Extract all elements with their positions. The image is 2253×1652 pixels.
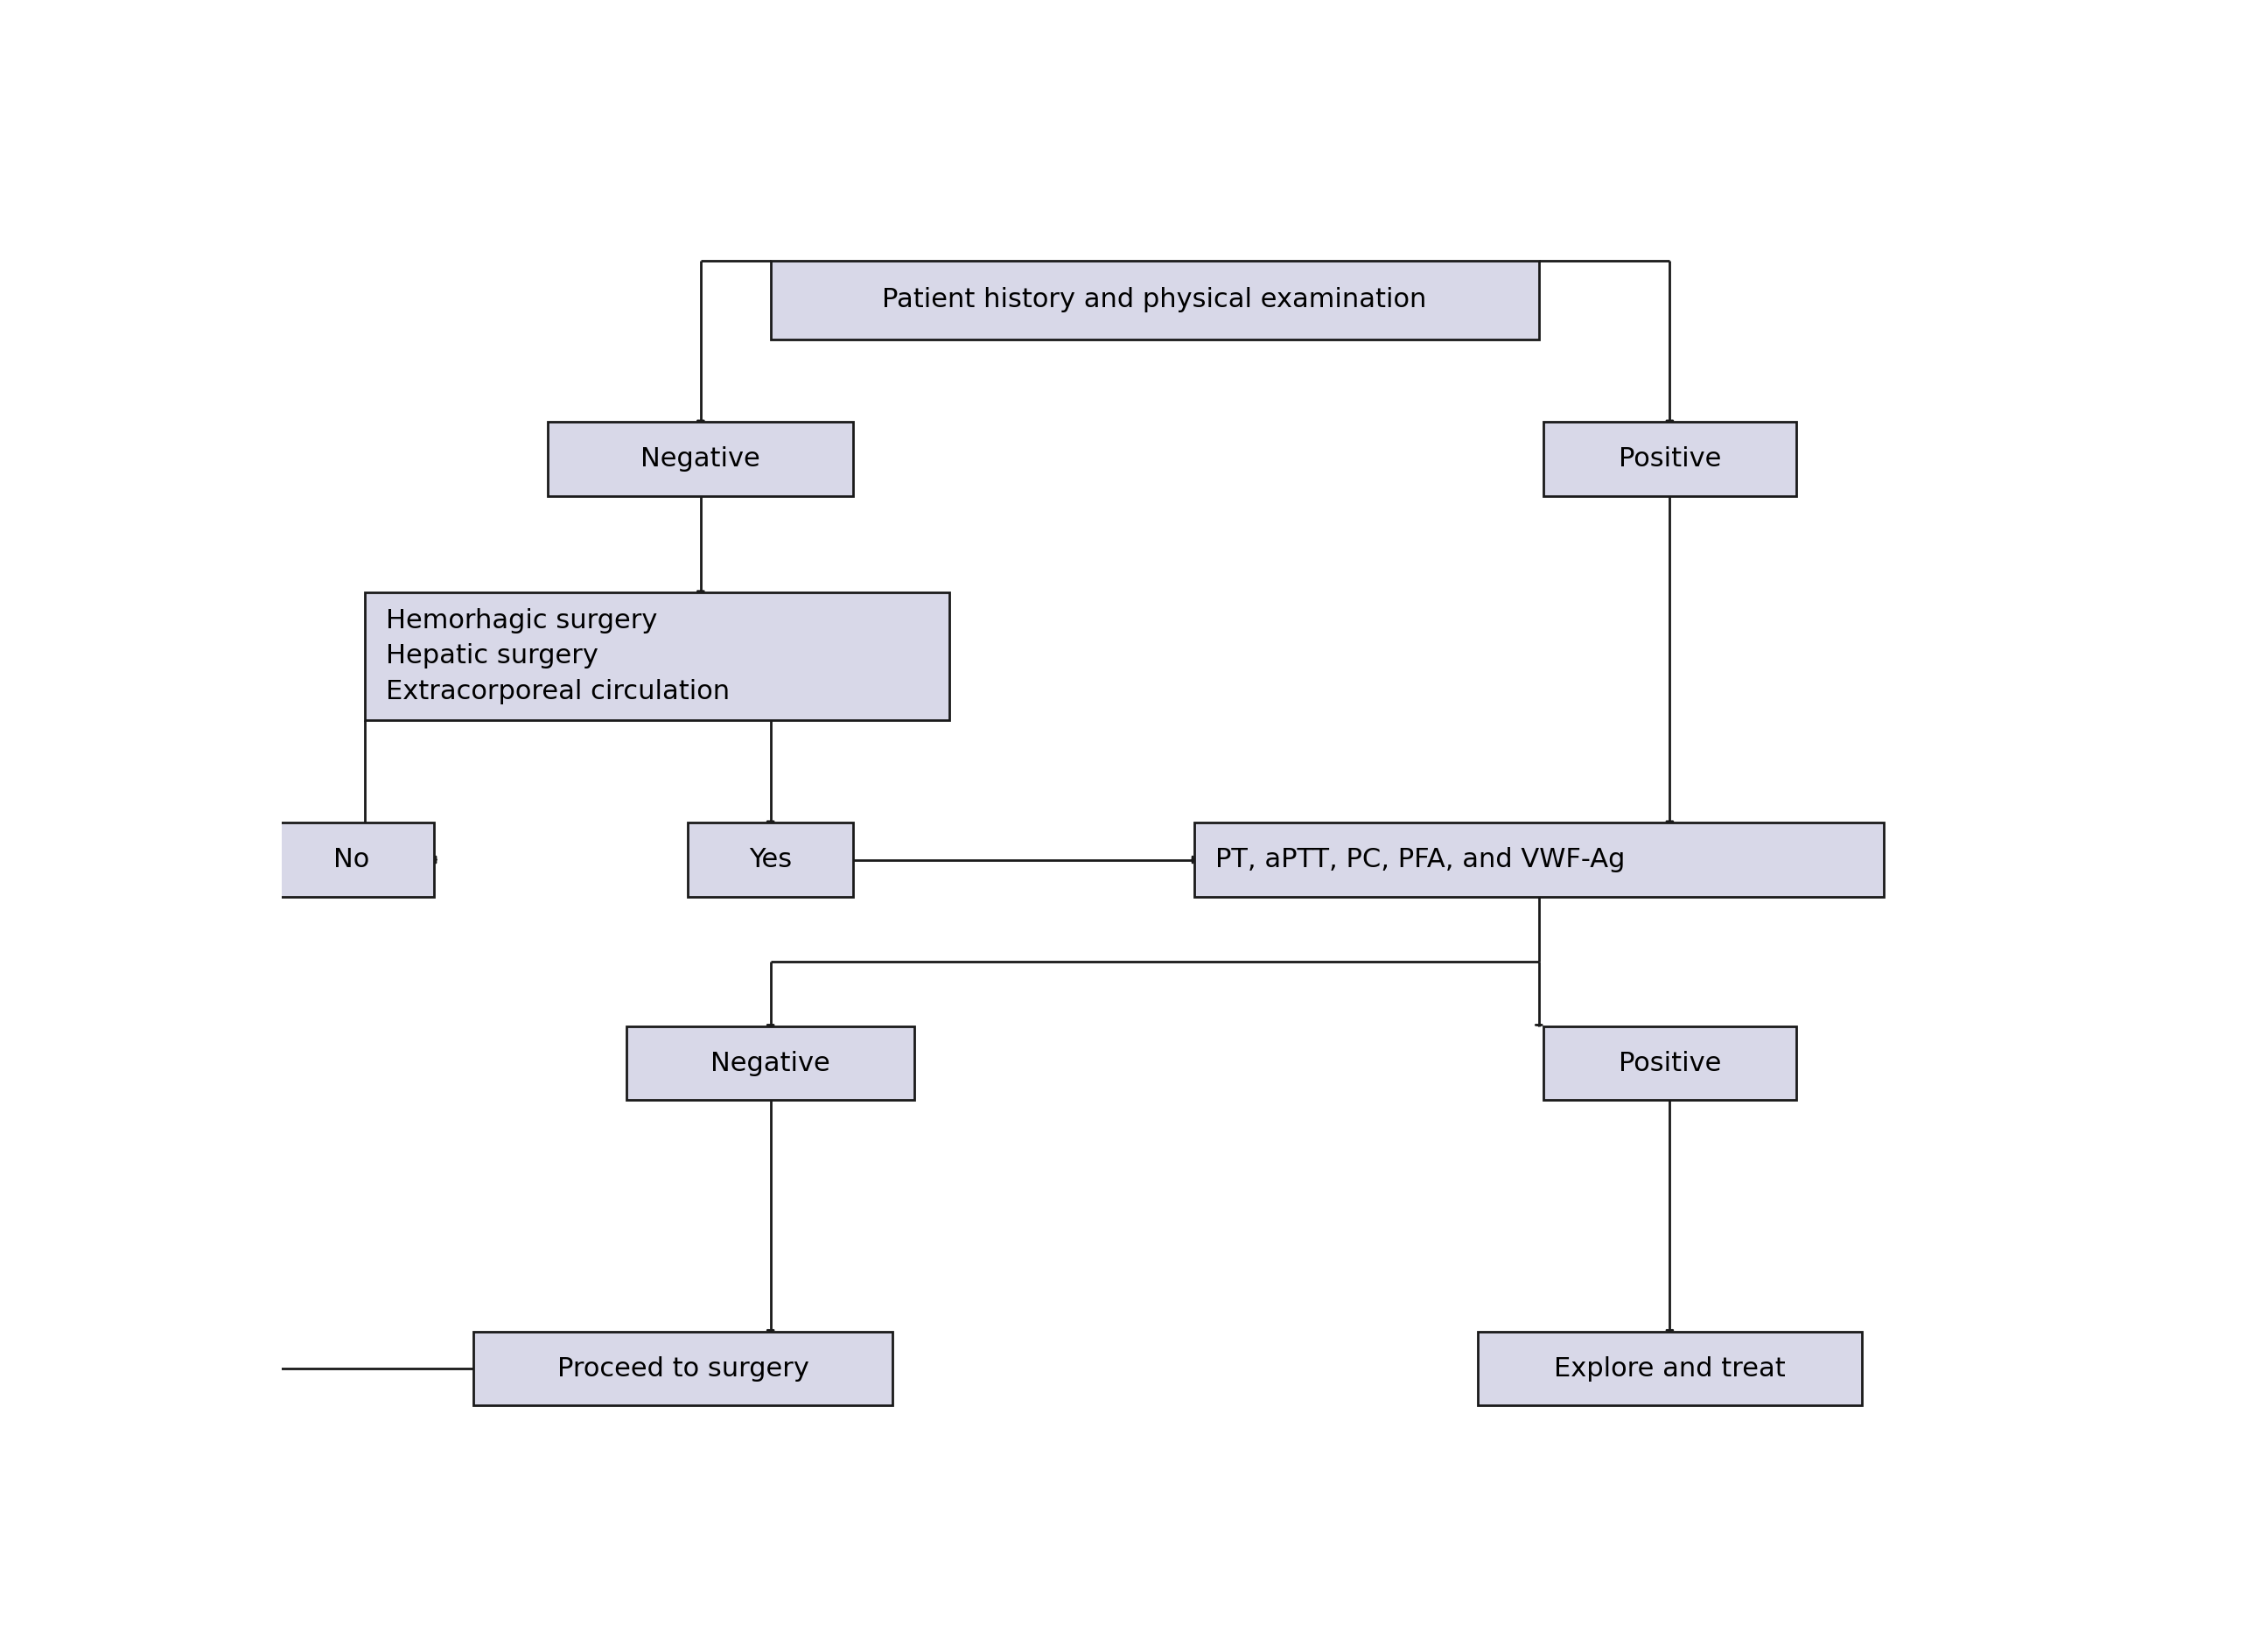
FancyBboxPatch shape xyxy=(1543,1026,1796,1100)
FancyBboxPatch shape xyxy=(473,1332,892,1406)
Text: Hemorhagic surgery
Hepatic surgery
Extracorporeal circulation: Hemorhagic surgery Hepatic surgery Extra… xyxy=(385,608,730,704)
FancyBboxPatch shape xyxy=(1543,423,1796,496)
FancyBboxPatch shape xyxy=(547,423,854,496)
Text: Negative: Negative xyxy=(640,446,762,472)
FancyBboxPatch shape xyxy=(1478,1332,1861,1406)
Text: No: No xyxy=(333,847,369,872)
Text: PT, aPTT, PC, PFA, and VWF-Ag: PT, aPTT, PC, PFA, and VWF-Ag xyxy=(1214,847,1624,872)
FancyBboxPatch shape xyxy=(365,593,949,720)
FancyBboxPatch shape xyxy=(626,1026,915,1100)
Text: Patient history and physical examination: Patient history and physical examination xyxy=(883,287,1426,312)
Text: Explore and treat: Explore and treat xyxy=(1555,1356,1787,1381)
FancyBboxPatch shape xyxy=(1194,823,1884,897)
Text: Negative: Negative xyxy=(710,1051,831,1075)
FancyBboxPatch shape xyxy=(771,261,1539,339)
Text: Positive: Positive xyxy=(1618,1051,1721,1075)
FancyBboxPatch shape xyxy=(687,823,854,897)
Text: Proceed to surgery: Proceed to surgery xyxy=(556,1356,809,1381)
Text: Positive: Positive xyxy=(1618,446,1721,472)
FancyBboxPatch shape xyxy=(268,823,435,897)
Text: Yes: Yes xyxy=(748,847,793,872)
